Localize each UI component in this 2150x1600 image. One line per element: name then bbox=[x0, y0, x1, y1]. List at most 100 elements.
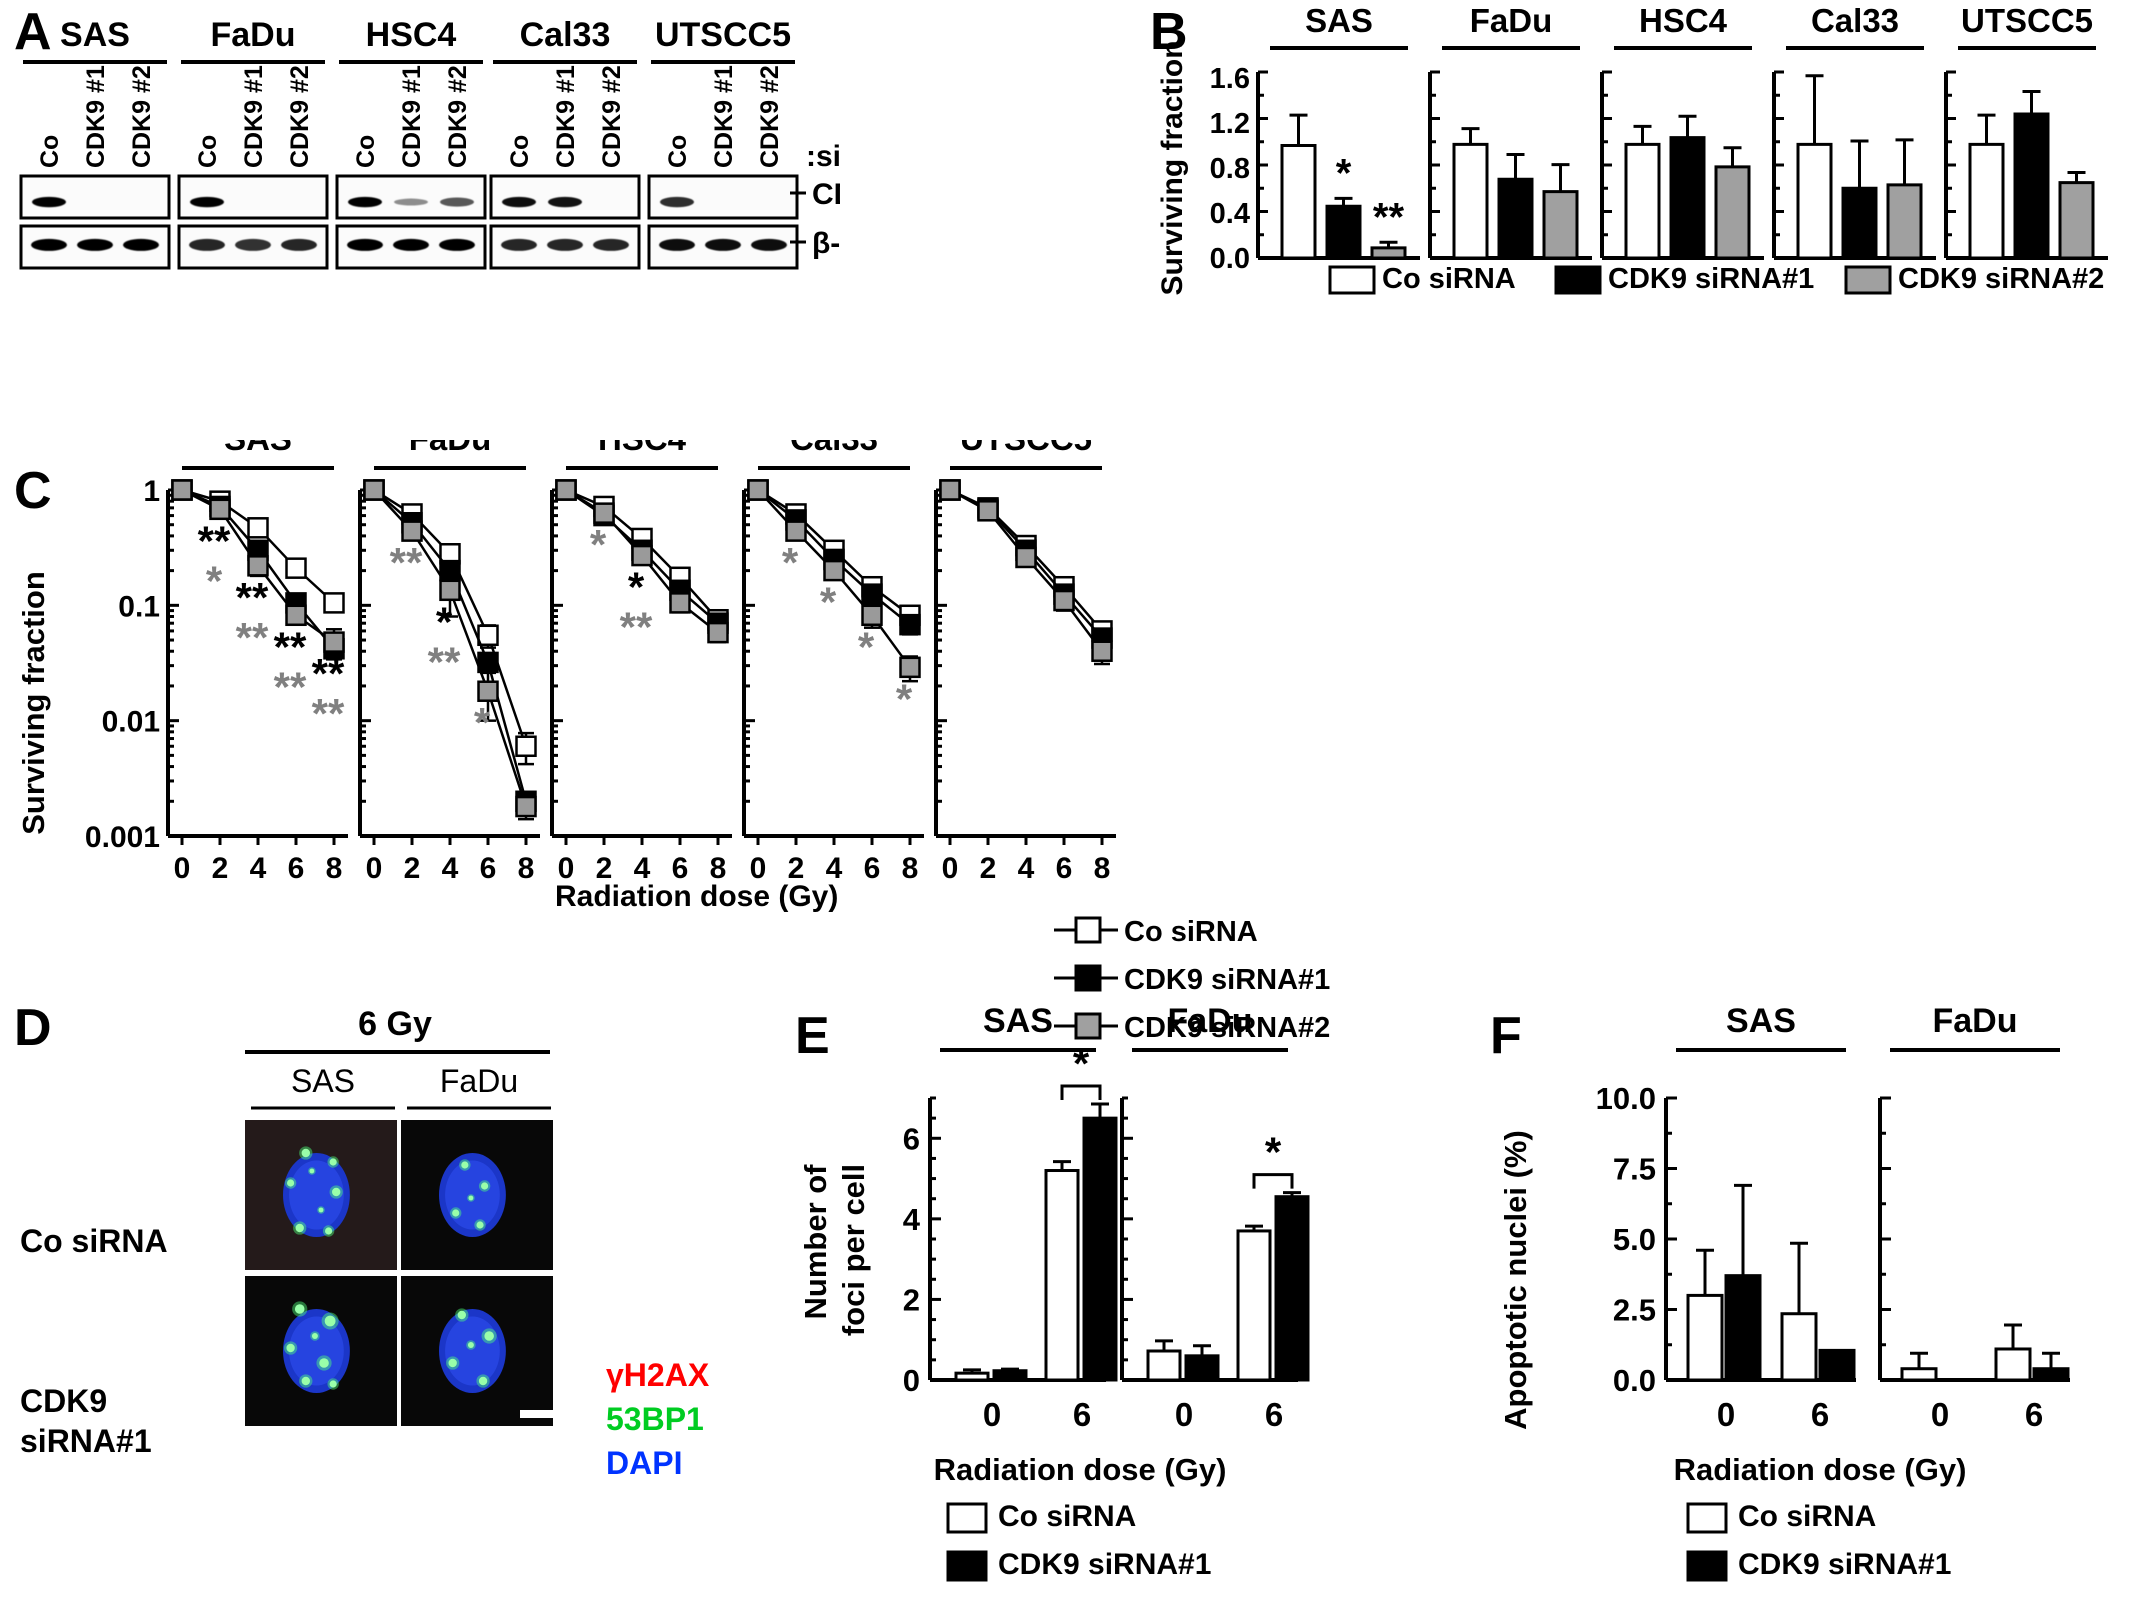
cdk9-right-label: CDK9 bbox=[812, 178, 840, 211]
cell-line-title-FaDu: FaDu bbox=[409, 440, 492, 457]
bar-UTSCC5-Co siRNA bbox=[1968, 142, 2005, 260]
data-point-CDK9 siRNA#2 bbox=[1015, 546, 1037, 569]
foci-halo bbox=[310, 1331, 320, 1341]
foci-halo bbox=[293, 1221, 307, 1235]
foci-halo bbox=[317, 1206, 325, 1214]
bar-HSC4-CDK9 siRNA#2 bbox=[1714, 165, 1751, 260]
cell-line-title-HSC4: HSC4 bbox=[598, 440, 687, 457]
significance-mark: ** bbox=[312, 650, 345, 697]
cell-line-title-SAS: SAS bbox=[60, 16, 130, 54]
blot-band-actin bbox=[281, 238, 317, 251]
data-point-CDK9 siRNA#2 bbox=[401, 520, 423, 542]
significance-mark: * bbox=[1336, 151, 1352, 195]
legend-label-Co siRNA: Co siRNA bbox=[998, 1500, 1136, 1533]
bar-SAS-0-CDK9 siRNA#1 bbox=[1724, 1274, 1762, 1382]
foci-halo bbox=[321, 1312, 339, 1330]
foci-halo bbox=[299, 1146, 313, 1160]
foci-halo bbox=[327, 1156, 339, 1168]
x-tick-label: 0 bbox=[1175, 1396, 1193, 1433]
foci-spot bbox=[324, 1315, 336, 1327]
blot-band-actin bbox=[751, 238, 787, 251]
cell-line-title-Cal33: Cal33 bbox=[790, 440, 878, 457]
x-tick-label: 4 bbox=[1018, 852, 1035, 885]
data-point-CDK9 siRNA#1 bbox=[861, 583, 883, 605]
y-tick-label: 5.0 bbox=[1613, 1222, 1656, 1257]
cell-line-title-FaDu: FaDu bbox=[1168, 1002, 1253, 1040]
stain-legend-53BP1: 53BP1 bbox=[606, 1401, 704, 1437]
cell-line-title-SAS: SAS bbox=[224, 440, 292, 457]
cell-line-title-HSC4: HSC4 bbox=[366, 16, 457, 54]
foci-halo bbox=[316, 1355, 332, 1371]
data-point-CDK9 siRNA#2 bbox=[515, 795, 537, 818]
bar-Cal33-CDK9 siRNA#2 bbox=[1886, 183, 1923, 260]
foci-halo bbox=[299, 1374, 313, 1388]
actin-right-label: β-actin bbox=[812, 227, 840, 260]
legend-label-Co siRNA: Co siRNA bbox=[1382, 263, 1516, 295]
foci-spot bbox=[287, 1179, 295, 1187]
y-tick-label: 2 bbox=[903, 1282, 920, 1317]
y-tick-label: 2.5 bbox=[1613, 1293, 1656, 1328]
foci-spot bbox=[468, 1195, 474, 1201]
significance-mark: ** bbox=[428, 638, 461, 685]
data-point-CDK9 siRNA#2 bbox=[593, 502, 615, 524]
panel-e-ylabel-line2: foci per cell bbox=[836, 1164, 871, 1336]
panel-d-label: D bbox=[14, 999, 52, 1057]
x-tick-label: 0 bbox=[366, 852, 383, 885]
data-point-CDK9 siRNA#2 bbox=[247, 555, 269, 577]
data-point-CDK9 siRNA#2 bbox=[669, 592, 691, 614]
x-tick-label: 2 bbox=[788, 852, 805, 885]
panel-c-label: C bbox=[14, 462, 52, 520]
data-point-CDK9 siRNA#2 bbox=[899, 656, 921, 679]
data-point-Co siRNA bbox=[285, 557, 307, 579]
x-tick-label: 4 bbox=[442, 852, 459, 885]
blot-band-actin bbox=[547, 238, 583, 251]
blot-band-cdk9 bbox=[660, 196, 694, 208]
bar-FaDu-6-CDK9 siRNA#1 bbox=[1274, 1195, 1310, 1382]
x-tick-label: 2 bbox=[212, 852, 229, 885]
significance-mark: * bbox=[896, 675, 913, 722]
y-tick-label: 0.0 bbox=[1210, 243, 1250, 275]
legend-swatch-Co siRNA bbox=[1328, 265, 1376, 295]
y-tick-label: 10.0 bbox=[1596, 1081, 1656, 1116]
foci-spot bbox=[329, 1380, 337, 1388]
legend-label-CDK9 siRNA#2: CDK9 siRNA#2 bbox=[1124, 1012, 1330, 1044]
data-point-CDK9 siRNA#1 bbox=[899, 613, 921, 636]
lane-label-CDK9 #2: CDK9 #2 bbox=[128, 65, 156, 168]
blot-band-actin bbox=[189, 238, 225, 251]
bar-UTSCC5-CDK9 siRNA#1 bbox=[2013, 112, 2050, 260]
foci-spot bbox=[467, 1342, 474, 1348]
cell-line-title-HSC4: HSC4 bbox=[1639, 2, 1728, 39]
data-point-CDK9 siRNA#2 bbox=[285, 604, 307, 627]
legend-label-CDK9 siRNA#1: CDK9 siRNA#1 bbox=[1608, 263, 1814, 295]
legend-label-CDK9 siRNA#1: CDK9 siRNA#1 bbox=[1738, 1548, 1951, 1581]
significance-mark: ** bbox=[236, 614, 269, 661]
x-tick-label: 6 bbox=[2025, 1396, 2043, 1433]
significance-mark: * bbox=[436, 598, 453, 645]
lane-label-Co: Co bbox=[664, 135, 692, 168]
x-tick-label: 8 bbox=[902, 852, 919, 885]
foci-spot bbox=[301, 1148, 310, 1158]
x-tick-label: 2 bbox=[596, 852, 613, 885]
panel-d: 6 Gy SAS FaDu Co siRNA CDK9 siRNA#1 γH2AX 53BP1… bbox=[0, 980, 780, 1600]
cell-line-title-FaDu: FaDu bbox=[211, 16, 296, 54]
x-tick-label: 0 bbox=[942, 852, 959, 885]
legend-swatch-Co siRNA bbox=[1686, 1502, 1728, 1534]
legend-label-Co siRNA: Co siRNA bbox=[1738, 1500, 1876, 1533]
bar-FaDu-6-Co siRNA bbox=[1236, 1229, 1272, 1382]
row-label-co-sirna: Co siRNA bbox=[20, 1223, 168, 1259]
nucleus bbox=[439, 1153, 506, 1237]
lane-label-CDK9 #1: CDK9 #1 bbox=[710, 65, 738, 168]
bar-SAS-0-Co siRNA bbox=[1686, 1293, 1724, 1382]
significance-mark: ** bbox=[312, 690, 345, 737]
data-point-CDK9 siRNA#2 bbox=[631, 544, 653, 567]
lane-label-CDK9 #2: CDK9 #2 bbox=[598, 65, 626, 168]
x-tick-label: 4 bbox=[250, 852, 267, 885]
legend-swatch-Co siRNA bbox=[1074, 916, 1102, 944]
foci-halo bbox=[327, 1378, 339, 1390]
stain-legend-DAPI: DAPI bbox=[606, 1445, 682, 1481]
x-tick-label: 6 bbox=[672, 852, 689, 885]
legend-swatch-CDK9 siRNA#1 bbox=[1686, 1550, 1728, 1582]
x-tick-label: 0 bbox=[1931, 1396, 1949, 1433]
y-tick-label: 7.5 bbox=[1613, 1152, 1656, 1187]
